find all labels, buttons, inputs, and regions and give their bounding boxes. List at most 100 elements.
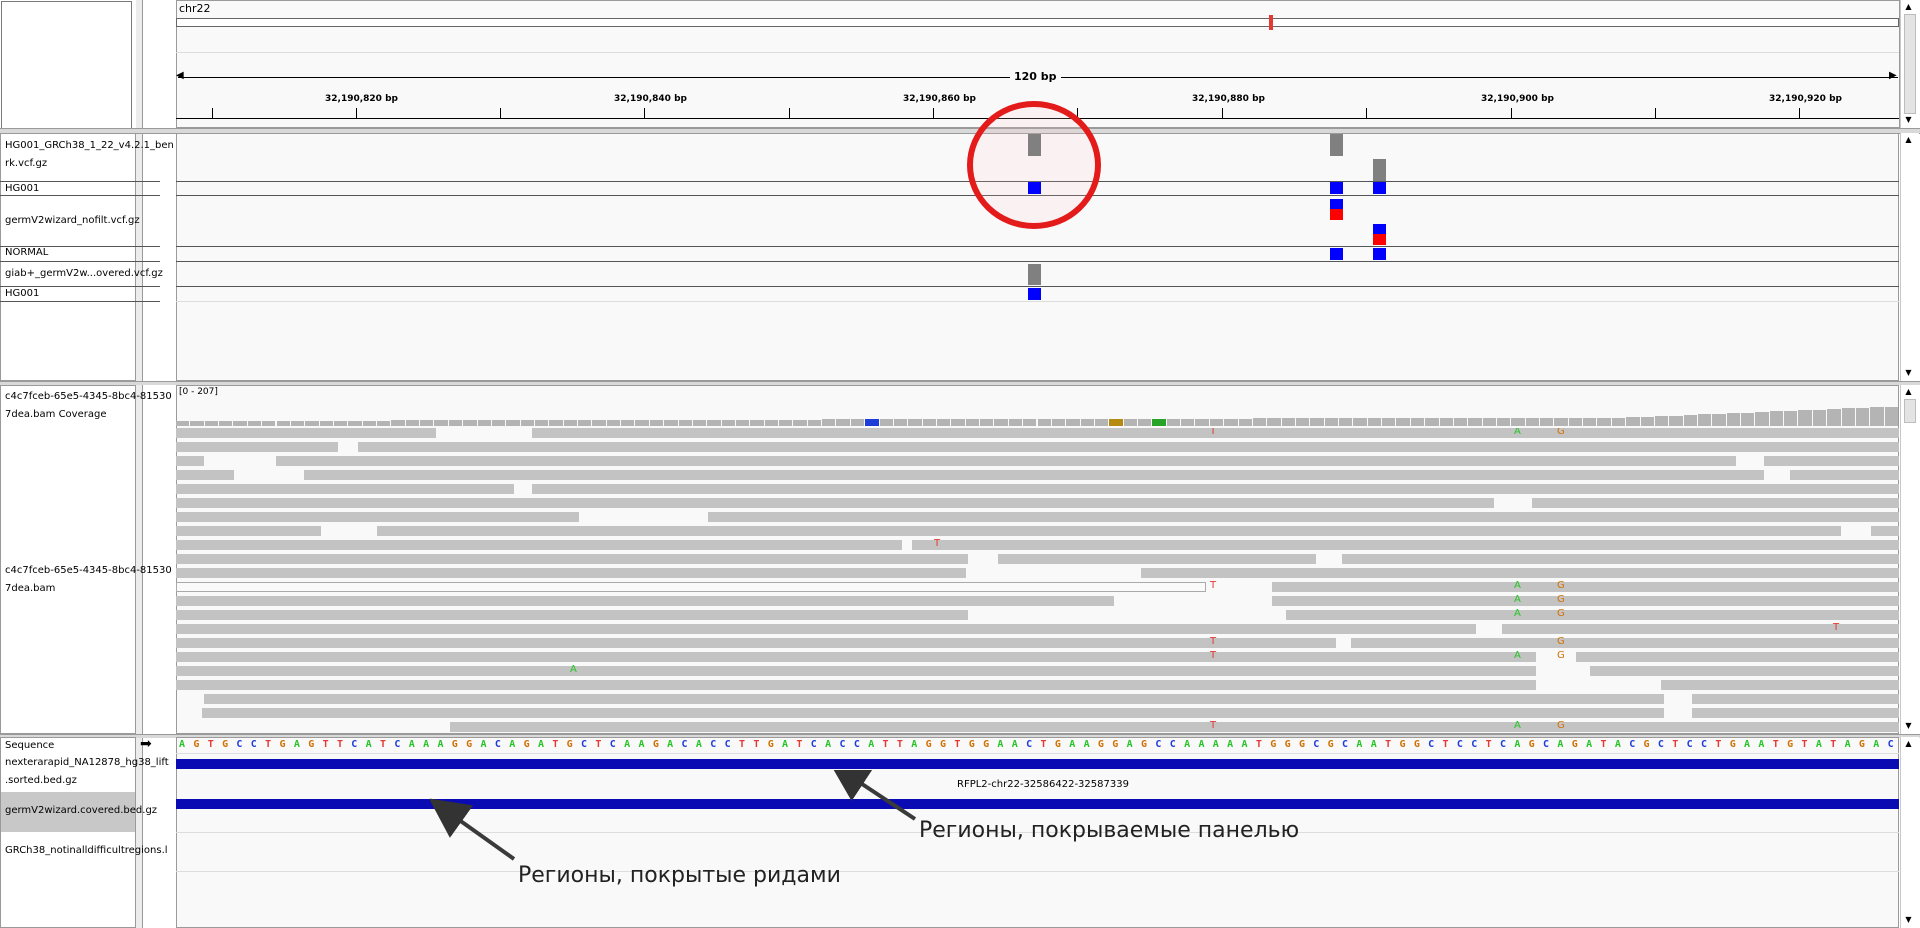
aligned-read[interactable] [176,512,579,522]
aligned-read[interactable] [1692,694,1899,704]
aligned-read[interactable] [1342,554,1899,564]
track-label-benchmark-vcf[interactable]: HG001_GRCh38_1_22_v4.2.1_ben [5,140,174,151]
aligned-read[interactable] [204,694,1664,704]
track-label-germline-vcf[interactable]: germV2wizard_nofilt.vcf.gz [5,215,140,226]
alignment-scrollbar[interactable]: ▲ ▼ [1900,385,1919,734]
genotype-call[interactable] [1330,248,1343,260]
aligned-read[interactable] [176,624,1476,634]
aligned-read[interactable] [176,638,1336,648]
aligned-read[interactable] [202,708,1664,718]
variant-site-marker[interactable] [1028,134,1041,156]
aligned-read[interactable] [176,652,1536,662]
bed-feature-bar[interactable] [176,799,1899,809]
variant-site-marker[interactable] [1330,209,1343,220]
track-label-normal-sample[interactable]: NORMAL [5,247,49,258]
aligned-read[interactable] [176,526,321,536]
sequence-track-label[interactable]: Sequence [5,740,55,751]
coverage-track[interactable] [176,404,1899,426]
variant-site-marker[interactable] [1373,224,1386,234]
aligned-read[interactable] [176,470,234,480]
aligned-read[interactable] [1351,638,1899,648]
aligned-read[interactable] [304,470,1764,480]
genotype-call[interactable] [1373,248,1386,260]
genotype-call[interactable] [1330,182,1343,194]
genotype-call[interactable] [1373,182,1386,194]
aligned-read[interactable] [532,428,1899,438]
aligned-read[interactable] [176,554,968,564]
variant-scrollbar[interactable]: ▲ ▼ [1900,133,1919,381]
aligned-read[interactable] [176,484,514,494]
aligned-read[interactable] [998,554,1316,564]
aligned-read[interactable] [358,442,1899,452]
aligned-read[interactable] [176,596,1114,606]
ruler-scrollbar[interactable]: ▲ ▼ [1900,0,1919,128]
aligned-read[interactable] [1590,666,1899,676]
aligned-read[interactable] [1871,526,1899,536]
variant-site-marker[interactable] [1330,134,1343,156]
aligned-read[interactable] [1272,596,1899,606]
aligned-read[interactable] [1764,456,1899,466]
variant-site-marker[interactable] [1373,159,1386,181]
track-label-hg001-sample[interactable]: HG001 [5,288,40,299]
variant-site-marker[interactable] [1330,199,1343,209]
aligned-read[interactable] [1661,680,1899,690]
aligned-read[interactable] [1532,498,1899,508]
aligned-read[interactable] [450,722,1899,732]
bed-track-label[interactable]: nexterarapid_NA12878_hg38_lift [5,757,169,768]
aligned-read[interactable] [176,456,204,466]
variant-site-marker[interactable] [1028,264,1041,285]
aligned-read[interactable] [176,540,902,550]
aligned-read[interactable] [1692,708,1899,718]
chromosome-ideogram[interactable] [176,18,1899,27]
scroll-up-icon[interactable]: ▲ [1905,387,1912,396]
bed-track-label[interactable]: GRCh38_notinalldifficultregions.l [5,845,168,856]
coverage-track-label[interactable]: c4c7fceb-65e5-4345-8bc4-81530 [5,391,172,402]
scroll-down-icon[interactable]: ▼ [1905,115,1912,124]
aligned-read[interactable] [912,540,1899,550]
scroll-thumb[interactable] [1904,14,1916,114]
bam-track-label[interactable]: 7dea.bam [5,583,56,594]
aligned-read[interactable] [1502,624,1899,634]
scroll-down-icon[interactable]: ▼ [1905,915,1912,924]
scroll-up-icon[interactable]: ▲ [1905,2,1912,11]
strand-arrow-icon[interactable]: ➡ [140,736,152,752]
aligned-read[interactable] [176,610,968,620]
coverage-track-label[interactable]: 7dea.bam Coverage [5,409,107,420]
aligned-read[interactable] [1286,610,1899,620]
aligned-read[interactable] [708,512,1899,522]
bed-track-label[interactable]: .sorted.bed.gz [5,775,77,786]
feature-scrollbar[interactable]: ▲ ▼ [1900,737,1919,928]
aligned-read[interactable] [176,568,966,578]
aligned-read[interactable] [377,526,1841,536]
coverage-bar [563,420,578,426]
track-label-giab-vcf[interactable]: giab+_germV2w...overed.vcf.gz [5,268,163,279]
variant-site-marker[interactable] [1373,234,1386,245]
aligned-read[interactable] [1790,470,1899,480]
genotype-call[interactable] [1028,288,1041,300]
aligned-read[interactable] [1576,652,1899,662]
sequence-base: T [552,739,559,750]
chromosome-name[interactable]: chr22 [179,2,211,15]
scroll-down-icon[interactable]: ▼ [1905,368,1912,377]
scroll-up-icon[interactable]: ▲ [1905,135,1912,144]
aligned-read[interactable] [1141,568,1899,578]
scroll-down-icon[interactable]: ▼ [1905,721,1912,730]
aligned-read[interactable] [1272,582,1899,592]
aligned-read[interactable] [176,442,338,452]
aligned-read[interactable] [176,666,1536,676]
aligned-read[interactable] [176,680,1536,690]
aligned-read[interactable] [176,498,1494,508]
track-label-benchmark-vcf[interactable]: rk.vcf.gz [5,158,48,169]
aligned-read[interactable] [532,484,1899,494]
track-label-hg001-sample[interactable]: HG001 [5,183,40,194]
bed-track-label[interactable]: germV2wizard.covered.bed.gz [5,805,158,816]
aligned-read[interactable] [176,428,436,438]
genotype-call[interactable] [1028,182,1041,194]
scroll-thumb[interactable] [1904,399,1916,423]
aligned-read[interactable] [276,456,1736,466]
aligned-read[interactable] [176,582,1206,592]
bed-feature-bar[interactable] [176,759,1899,769]
scroll-up-icon[interactable]: ▲ [1905,739,1912,748]
bam-track-label[interactable]: c4c7fceb-65e5-4345-8bc4-81530 [5,565,172,576]
